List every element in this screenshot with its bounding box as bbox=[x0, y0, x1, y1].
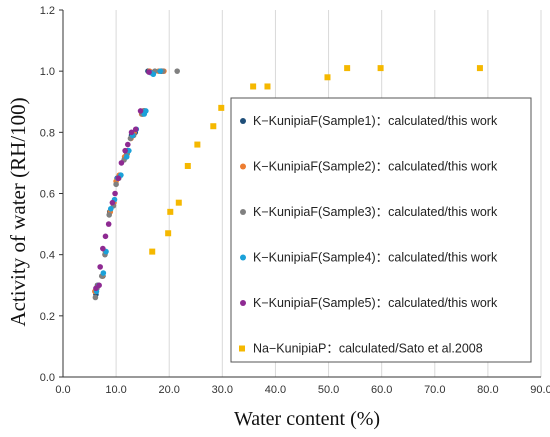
y-axis-title: Activity of water (RH/100) bbox=[6, 97, 30, 326]
data-point-series-5 bbox=[100, 245, 106, 252]
legend-marker bbox=[240, 209, 246, 215]
y-tick-label: 1.0 bbox=[40, 66, 55, 78]
data-point-series-6 bbox=[218, 104, 225, 111]
y-tick-label: 0.6 bbox=[40, 189, 55, 201]
x-axis-title: Water content (%) bbox=[234, 408, 380, 430]
legend-marker bbox=[239, 345, 245, 352]
x-tick-label: 10.0 bbox=[105, 384, 126, 396]
data-point-series-3 bbox=[106, 212, 113, 218]
data-point-series-5 bbox=[137, 108, 144, 114]
data-point-series-5 bbox=[118, 160, 125, 166]
data-point-series-5 bbox=[96, 282, 102, 289]
legend-label: K−KunipiaF(Sample2)：calculated/this work bbox=[253, 160, 498, 174]
legend-label: K−KunipiaF(Sample5)：calculated/this work bbox=[253, 296, 498, 310]
y-tick-label: 1.2 bbox=[40, 5, 55, 17]
data-point-series-3 bbox=[92, 294, 99, 301]
y-tick-label: 0.4 bbox=[40, 250, 55, 262]
legend-label: K−KunipiaF(Sample3)：calculated/this work bbox=[253, 205, 498, 219]
data-point-series-6 bbox=[167, 208, 174, 215]
data-point-series-6 bbox=[377, 65, 384, 72]
x-tick-label: 80.0 bbox=[477, 384, 498, 396]
legend-marker bbox=[240, 118, 246, 124]
data-point-series-4 bbox=[150, 71, 157, 78]
data-point-series-4 bbox=[157, 68, 163, 74]
data-point-series-5 bbox=[112, 190, 118, 197]
legend-marker bbox=[240, 254, 246, 261]
data-point-series-5 bbox=[122, 147, 128, 154]
legend-marker bbox=[240, 300, 246, 306]
data-point-series-4 bbox=[143, 108, 149, 114]
data-point-series-6 bbox=[184, 162, 191, 169]
x-tick-label: 50.0 bbox=[318, 384, 339, 396]
data-point-series-6 bbox=[344, 65, 351, 72]
data-point-series-6 bbox=[149, 248, 156, 255]
y-tick-label: 0.0 bbox=[40, 372, 55, 384]
legend-label: K−KunipiaF(Sample1)：calculated/this work bbox=[253, 114, 498, 128]
data-point-series-6 bbox=[194, 141, 201, 148]
data-point-series-5 bbox=[132, 126, 139, 133]
y-tick-label: 0.8 bbox=[40, 127, 55, 139]
legend-box bbox=[230, 97, 532, 363]
data-point-series-6 bbox=[264, 83, 271, 90]
data-point-series-6 bbox=[324, 74, 331, 81]
x-tick-label: 90.0 bbox=[530, 384, 550, 396]
legend-label: K−KunipiaF(Sample4)：calculated/this work bbox=[253, 251, 498, 265]
legend-marker bbox=[240, 163, 246, 170]
data-point-series-5 bbox=[102, 233, 109, 240]
legend: K−KunipiaF(Sample1)：calculated/this work… bbox=[230, 97, 532, 363]
data-point-series-5 bbox=[105, 221, 112, 227]
data-point-series-5 bbox=[146, 69, 152, 75]
data-point-series-3 bbox=[113, 181, 119, 188]
data-point-series-5 bbox=[97, 264, 103, 270]
axes bbox=[59, 9, 541, 378]
data-point-series-4 bbox=[108, 205, 114, 212]
data-point-series-5 bbox=[128, 129, 135, 136]
x-tick-label: 60.0 bbox=[371, 384, 392, 396]
x-tick-label: 0.0 bbox=[55, 384, 70, 396]
data-point-series-5 bbox=[109, 199, 116, 206]
data-point-series-6 bbox=[175, 199, 182, 206]
data-points bbox=[92, 65, 483, 301]
legend-label: Na−KunipiaP：calculated/Sato et al.2008 bbox=[253, 342, 483, 356]
data-point-series-6 bbox=[210, 123, 217, 130]
data-point-series-4 bbox=[123, 154, 130, 160]
data-point-series-5 bbox=[124, 141, 131, 148]
x-tick-label: 30.0 bbox=[212, 384, 233, 396]
data-point-series-6 bbox=[165, 230, 172, 237]
data-point-series-5 bbox=[115, 175, 122, 182]
x-tick-label: 20.0 bbox=[159, 384, 180, 396]
x-tick-label: 70.0 bbox=[424, 384, 445, 396]
data-point-series-6 bbox=[476, 65, 483, 72]
tick-labels: 0.0 10.0 20.0 30.0 40.0 50.0 60.0 70.0 80.0 90.0 0… bbox=[40, 5, 550, 396]
data-point-series-6 bbox=[250, 83, 257, 90]
y-tick-label: 0.2 bbox=[40, 311, 55, 323]
x-tick-label: 40.0 bbox=[265, 384, 286, 396]
data-point-series-4 bbox=[100, 270, 107, 276]
data-point-series-3 bbox=[174, 68, 180, 74]
